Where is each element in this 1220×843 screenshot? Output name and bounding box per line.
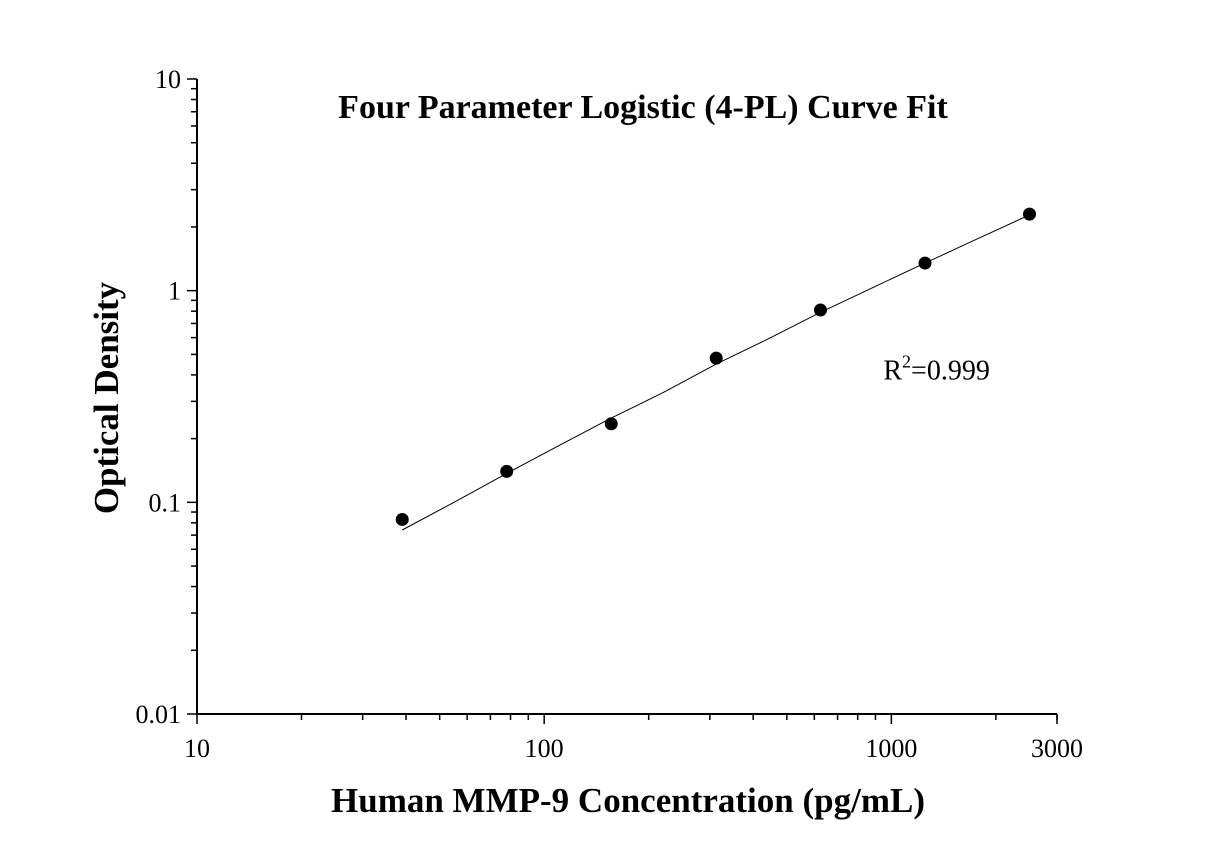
y-ticks bbox=[187, 78, 197, 715]
r-squared-superscript: 2 bbox=[902, 352, 911, 372]
x-tick-label: 10 bbox=[184, 734, 210, 763]
data-points bbox=[395, 207, 1037, 526]
chart-title: Four Parameter Logistic (4-PL) Curve Fit bbox=[338, 89, 948, 126]
x-tick-label: 3000 bbox=[1031, 734, 1083, 763]
y-tick-label: 1 bbox=[168, 277, 181, 306]
x-tick-label: 1000 bbox=[865, 734, 917, 763]
data-point bbox=[395, 512, 409, 526]
x-axis-label: Human MMP-9 Concentration (pg/mL) bbox=[331, 781, 925, 820]
r-squared-base: R bbox=[883, 356, 902, 387]
x-tick-labels: 10 100 1000 3000 bbox=[184, 734, 1083, 763]
x-tick-label: 100 bbox=[525, 734, 564, 763]
data-point bbox=[604, 417, 618, 431]
x-ticks bbox=[196, 714, 1058, 724]
y-tick-label: 0.01 bbox=[136, 700, 182, 729]
data-point bbox=[500, 464, 514, 478]
data-point bbox=[1023, 207, 1037, 221]
data-point bbox=[709, 351, 723, 365]
data-point bbox=[918, 256, 932, 270]
y-tick-labels: 0.01 0.1 1 10 bbox=[136, 65, 182, 729]
r-squared-value: =0.999 bbox=[911, 356, 990, 387]
data-point bbox=[813, 303, 827, 317]
y-axis-label: Optical Density bbox=[87, 281, 126, 514]
r-squared-annotation: R2=0.999 bbox=[883, 352, 989, 387]
y-tick-label: 0.1 bbox=[149, 488, 182, 517]
y-tick-label: 10 bbox=[155, 65, 181, 94]
axes: 10 100 1000 3000 0.01 0.1 1 10 bbox=[136, 65, 1084, 763]
